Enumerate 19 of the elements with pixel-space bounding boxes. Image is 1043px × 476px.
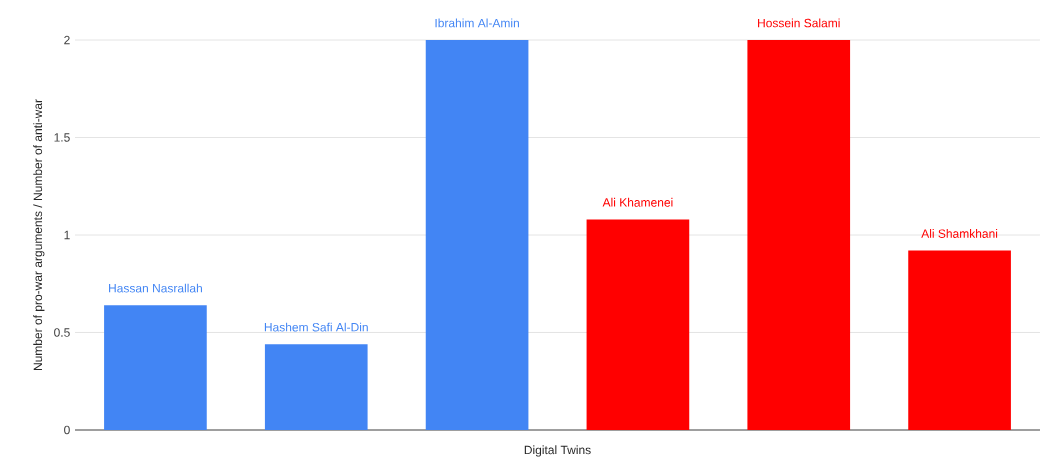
x-tick-label: Ali Shamkhani (921, 229, 998, 238)
y-axis-title: Number of pro-war arguments / Number of anti-war (33, 99, 45, 371)
y-tick-label: 1 (64, 230, 70, 240)
bar (264, 344, 368, 430)
x-tick-label: Ali Khamenei (602, 197, 673, 207)
y-tick-label: 2 (64, 35, 70, 45)
x-tick-label: Hashem Safi Al-Din (264, 322, 368, 332)
bar (586, 219, 690, 430)
x-tick-label: Hassan Nasrallah (109, 283, 202, 293)
x-tick-label: Hossein Salami (758, 18, 840, 28)
x-axis-title: Digital Twins (524, 445, 591, 457)
y-tick-label: 1.5 (54, 133, 70, 142)
bar (747, 40, 851, 430)
y-tick-label: 0 (64, 425, 70, 435)
bar (425, 40, 529, 430)
bar (908, 250, 1011, 430)
x-tick-label: Ibrahim Al-Amin (435, 18, 519, 28)
bar (104, 305, 207, 430)
y-tick-label: 0.5 (54, 328, 70, 337)
